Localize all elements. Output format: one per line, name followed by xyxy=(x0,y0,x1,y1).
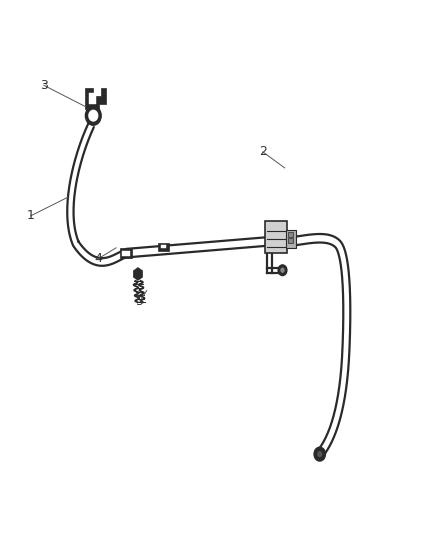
Circle shape xyxy=(314,447,325,461)
Text: 4: 4 xyxy=(95,252,102,265)
FancyBboxPatch shape xyxy=(286,230,296,248)
Text: 5: 5 xyxy=(136,295,144,308)
Circle shape xyxy=(89,110,98,121)
FancyBboxPatch shape xyxy=(288,238,293,243)
Circle shape xyxy=(317,451,322,457)
Polygon shape xyxy=(89,93,96,104)
Polygon shape xyxy=(122,251,130,256)
Polygon shape xyxy=(158,243,169,251)
FancyBboxPatch shape xyxy=(288,232,293,237)
Polygon shape xyxy=(120,248,132,258)
Text: 2: 2 xyxy=(259,146,267,158)
Circle shape xyxy=(280,268,285,273)
FancyBboxPatch shape xyxy=(265,221,287,253)
Polygon shape xyxy=(161,245,166,248)
Circle shape xyxy=(278,265,287,276)
Circle shape xyxy=(85,106,101,125)
Polygon shape xyxy=(85,88,106,109)
Polygon shape xyxy=(134,268,142,280)
Text: 1: 1 xyxy=(27,209,35,222)
Text: 3: 3 xyxy=(40,79,48,92)
